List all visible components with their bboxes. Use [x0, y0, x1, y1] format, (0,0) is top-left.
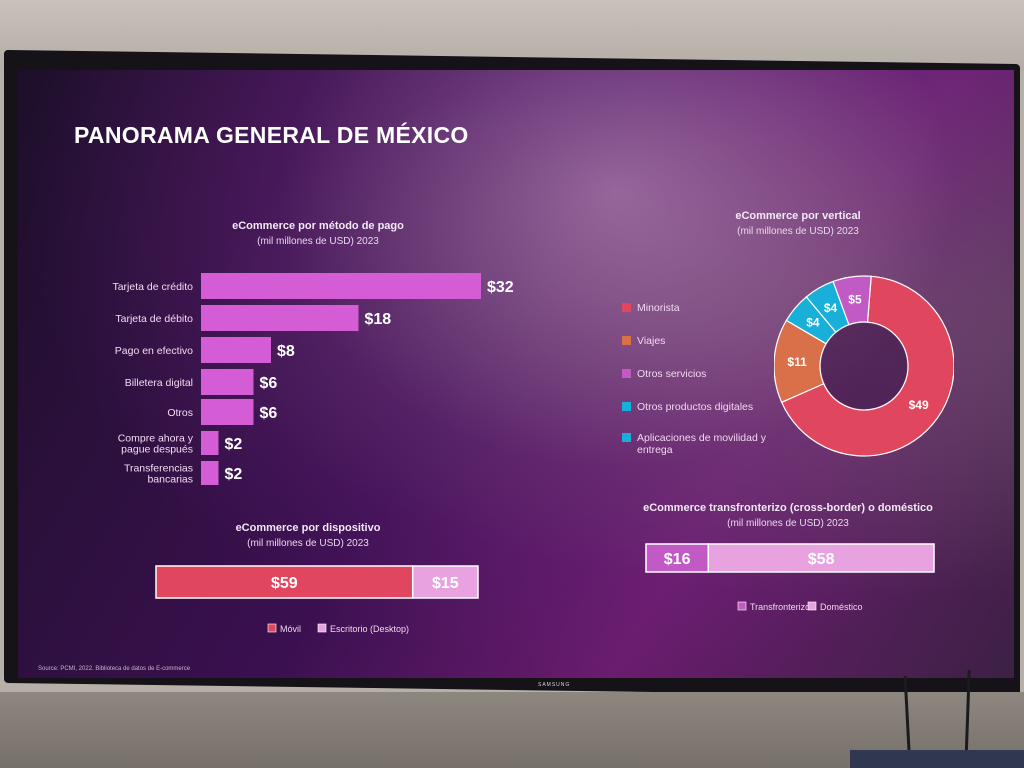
tv-brand-logo: SAMSUNG: [538, 682, 571, 688]
payment-chart-title: eCommerce por método de pago: [232, 220, 404, 232]
stacked-legend-label: Móvil: [280, 624, 301, 634]
legend-swatch: [622, 369, 631, 378]
legend-item: Otros servicios: [622, 368, 772, 380]
device-chart-subtitle: (mil millones de USD) 2023: [247, 538, 369, 549]
device-chart-title: eCommerce por dispositivo: [235, 522, 381, 534]
payment-chart-subtitle: (mil millones de USD) 2023: [257, 236, 379, 247]
stacked-value-label: $15: [432, 575, 459, 592]
legend-label: Otros servicios: [637, 368, 707, 380]
legend-label: Minorista: [637, 302, 680, 314]
stacked-legend-swatch: [737, 601, 747, 611]
payment-category-label: Tarjeta de crédito: [112, 281, 193, 293]
legend-label: Aplicaciones de movilidad y entrega: [637, 432, 766, 456]
payment-category-label: Billetera digital: [125, 377, 193, 389]
payment-bar: [201, 273, 481, 299]
stacked-segment: [707, 543, 935, 573]
payment-category-label: pague después: [121, 444, 193, 456]
payment-bar: [201, 369, 254, 395]
donut-value-label: $4: [824, 301, 838, 315]
vertical-chart-title: eCommerce por vertical: [735, 210, 861, 222]
payment-value-label: $8: [277, 343, 295, 360]
stacked-value-label: $59: [271, 575, 298, 592]
stacked-segment: [411, 565, 479, 599]
legend-item: Otros productos digitales: [622, 401, 772, 413]
vertical-donut-chart: $49 $11 $4 $4 $5: [774, 275, 954, 457]
legend-swatch: [622, 336, 631, 345]
legend-swatch: [622, 433, 631, 442]
tv-screen: PANORAMA GENERAL DE MÉXICO eCommerce por…: [18, 70, 1014, 678]
donut-slice: [780, 275, 954, 457]
legend-swatch: [622, 402, 631, 411]
payment-category-label: Pago en efectivo: [115, 345, 193, 357]
stacked-legend-swatch: [807, 601, 817, 611]
donut-value-label: $4: [806, 316, 820, 330]
payment-value-label: $32: [487, 279, 514, 296]
bottom-object: [850, 750, 1024, 768]
donut-value-label: $11: [787, 355, 807, 369]
stacked-value-label: $58: [808, 551, 835, 568]
stacked-value-label: $16: [664, 551, 691, 568]
legend-label: Viajes: [637, 335, 666, 347]
source-note: Source: PCMI, 2022. Biblioteca de datos …: [38, 666, 191, 672]
legend-swatch: [622, 303, 631, 312]
legend-item: Aplicaciones de movilidad y entrega: [622, 432, 772, 456]
donut-slice: [832, 275, 872, 326]
donut-hole: [821, 323, 907, 409]
payment-category-label: Otros: [167, 407, 193, 419]
donut-value-label: $49: [909, 398, 929, 412]
stacked-legend-swatch: [267, 623, 277, 633]
device-stacked-bar: $59 $15 Móvil Escritorio (Desktop): [155, 565, 479, 634]
vertical-chart-subtitle: (mil millones de USD) 2023: [737, 226, 859, 237]
crossborder-chart-subtitle: (mil millones de USD) 2023: [727, 518, 849, 529]
payment-value-label: $6: [260, 375, 278, 392]
payment-value-label: $18: [365, 311, 392, 328]
payment-bar-chart: Tarjeta de crédito $32 Tarjeta de débito $1…: [112, 273, 514, 486]
legend-item: Viajes: [622, 335, 772, 347]
stacked-legend-label: Transfronterizo: [750, 602, 810, 612]
slide-title: PANORAMA GENERAL DE MÉXICO: [74, 122, 469, 148]
payment-category-label: Tarjeta de débito: [115, 313, 193, 325]
crossborder-stacked-bar: $16 $58 Transfronterizo Doméstico: [645, 543, 935, 612]
payment-value-label: $2: [225, 436, 243, 453]
payment-category-label: bancarias: [147, 474, 193, 486]
legend-label: Otros productos digitales: [637, 401, 754, 413]
payment-bar: [201, 337, 271, 363]
stacked-legend-label: Doméstico: [820, 602, 863, 612]
payment-value-label: $6: [260, 405, 278, 422]
payment-bar: [201, 399, 254, 425]
payment-bar: [201, 305, 359, 331]
payment-category-label: Compre ahora y: [118, 433, 194, 445]
payment-bar: [201, 431, 219, 455]
legend-item: Minorista: [622, 302, 772, 314]
donut-value-label: $5: [848, 293, 862, 307]
crossborder-chart-title: eCommerce transfronterizo (cross-border)…: [643, 502, 933, 514]
payment-bar: [201, 461, 219, 485]
payment-value-label: $2: [225, 466, 243, 483]
stacked-legend-label: Escritorio (Desktop): [330, 624, 409, 634]
stacked-legend-swatch: [317, 623, 327, 633]
payment-category-label: Transferencias: [124, 463, 193, 475]
